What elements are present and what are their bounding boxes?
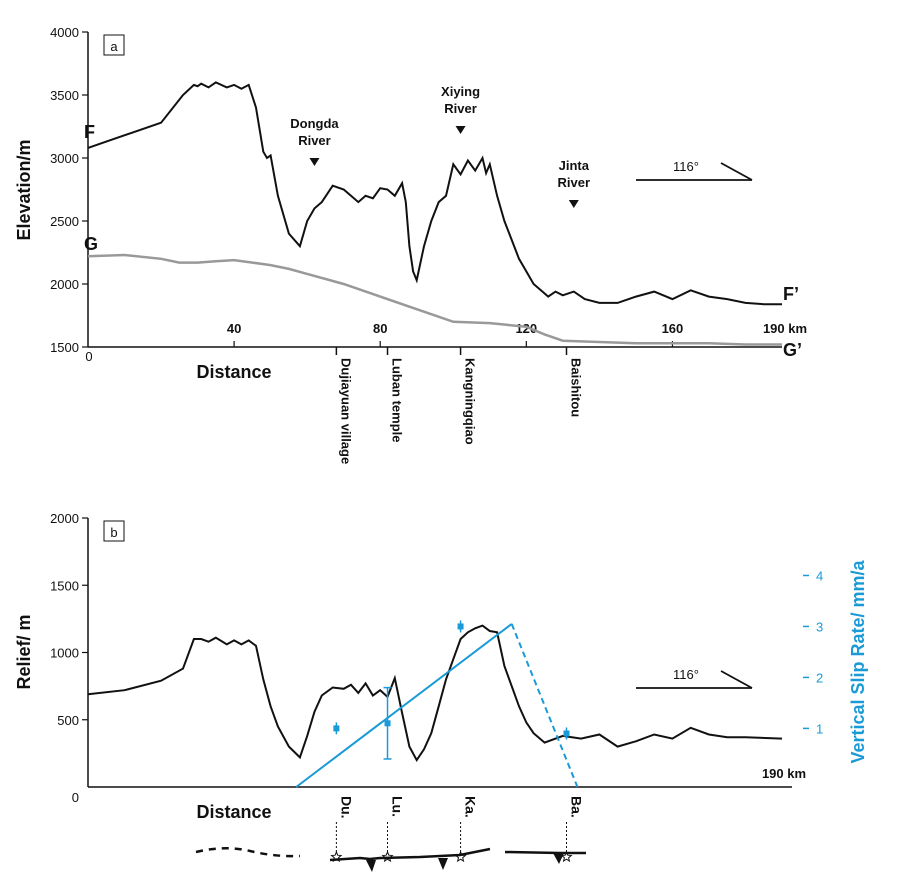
y-tick-label: 1000: [50, 646, 79, 661]
panel-b-y2-label: Vertical Slip Rate/ mm/a: [848, 559, 868, 763]
y-tick-label: 0: [72, 790, 79, 805]
slip-rate-fit-rise: [295, 623, 513, 788]
slip-rate-point: [384, 720, 391, 727]
panel-a: 1500 2000 2500 3000 3500 4000 0 40 80 120 160 a E…: [14, 25, 807, 464]
river-markers: Dongda River Xiying River Jinta River: [290, 84, 590, 208]
panel-a-label: a: [110, 39, 118, 54]
location-abbrev-label: Lu.: [390, 796, 406, 817]
y-tick-label: 3000: [50, 151, 79, 166]
series-F-line: [87, 81, 782, 306]
panel-a-label-box: [103, 34, 125, 56]
fault-trace-schematic: [195, 847, 586, 872]
label-G: G: [84, 234, 98, 254]
direction-indicator-b: 116°: [636, 667, 753, 689]
label-F-prime: F’: [783, 284, 799, 304]
panel-a-y-label: Elevation/m: [14, 139, 34, 240]
direction-label-a: 116°: [673, 159, 699, 174]
slip-rate-point: [457, 623, 464, 630]
relief-line: [87, 624, 783, 763]
location-label: Dujiayuan village: [338, 358, 353, 464]
x-tick-label: 120: [515, 321, 537, 336]
y2-tick-label: 4: [816, 568, 823, 583]
y-tick-label: 500: [57, 713, 79, 728]
panel-b-label-box: [103, 520, 125, 542]
river-label: River: [558, 175, 591, 190]
label-F: F: [84, 122, 95, 142]
panel-b-x-unit: 190 km: [762, 766, 806, 781]
river-label: Jinta: [559, 158, 590, 173]
location-markers: Dujiayuan village Luban temple Kangningqia…: [335, 347, 583, 464]
panel-b: 0 500 1000 1500 2000 1 2 3 4 b Relief/ m Vertic…: [14, 511, 868, 872]
y-tick-label: 4000: [50, 25, 79, 40]
slip-rate-fit-fall: [510, 623, 579, 788]
panel-b-label: b: [110, 525, 117, 540]
panel-a-y-ticks: 1500 2000 2500 3000 3500 4000: [50, 25, 88, 355]
x-tick-label: 40: [227, 321, 241, 336]
y-tick-label: 2500: [50, 214, 79, 229]
y2-tick-label: 1: [816, 721, 823, 736]
direction-label-b: 116°: [673, 667, 699, 682]
panel-b-y2-ticks: 1 2 3 4: [803, 568, 823, 736]
location-abbrev-label: Ba.: [568, 796, 584, 818]
location-abbrev-markers: Du. Lu. Ka. Ba.: [330, 796, 584, 863]
river-marker-icon: [568, 200, 579, 208]
y2-tick-label: 3: [816, 619, 823, 634]
slip-rate-points: [333, 620, 570, 760]
river-label: Xiying: [441, 84, 480, 99]
series-G-line: [87, 253, 782, 346]
location-label: Luban temple: [390, 358, 405, 443]
panel-b-y-ticks: 0 500 1000 1500 2000: [50, 511, 88, 805]
river-marker-icon: [455, 126, 466, 134]
y-tick-label: 2000: [50, 511, 79, 526]
location-abbrev-label: Du.: [338, 796, 354, 819]
y-tick-label: 2000: [50, 277, 79, 292]
y2-tick-label: 2: [816, 670, 823, 685]
panel-b-y-label: Relief/ m: [14, 614, 34, 689]
panel-a-x-unit: 190 km: [763, 321, 807, 336]
location-label: Kangningqiao: [463, 358, 478, 445]
slip-rate-point: [333, 725, 340, 732]
x-tick-label: 0: [85, 349, 92, 364]
x-tick-label: 80: [373, 321, 387, 336]
slip-rate-point: [563, 730, 570, 737]
y-tick-label: 1500: [50, 340, 79, 355]
river-label: River: [298, 133, 331, 148]
river-marker-icon: [309, 158, 320, 166]
location-label: Baishitou: [568, 358, 583, 417]
river-label: Dongda: [290, 116, 339, 131]
x-tick-label: 160: [662, 321, 684, 336]
panel-a-x-ticks: 0 40 80 120 160: [85, 321, 683, 364]
location-abbrev-label: Ka.: [463, 796, 479, 818]
y-tick-label: 3500: [50, 88, 79, 103]
direction-indicator-a: 116°: [636, 159, 753, 181]
y-tick-label: 1500: [50, 578, 79, 593]
panel-a-x-label: Distance: [196, 362, 271, 382]
panel-b-x-label: Distance: [196, 802, 271, 822]
river-label: River: [444, 101, 477, 116]
label-G-prime: G’: [783, 340, 802, 360]
